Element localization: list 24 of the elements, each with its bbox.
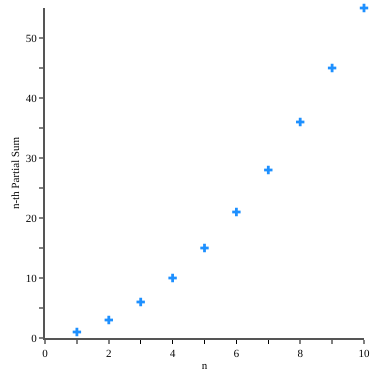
y-tick-label: 20	[26, 212, 38, 225]
point	[72, 328, 82, 336]
y-tick-label: 40	[26, 92, 38, 105]
point	[232, 208, 241, 216]
point	[136, 298, 145, 306]
y-tick-label: 50	[26, 32, 38, 45]
x-tick-label: 2	[106, 348, 112, 360]
x-tick-label: 6	[234, 348, 240, 360]
point	[328, 64, 336, 72]
point	[104, 316, 113, 324]
x-tick-label: 8	[297, 348, 304, 360]
point	[360, 4, 368, 12]
y-axis-title: n-th Partial Sum	[10, 136, 22, 210]
point	[264, 166, 272, 174]
x-tick-label: 0	[42, 348, 48, 360]
y-tick-label: 0	[31, 332, 38, 345]
x-tick-label: 4	[170, 348, 176, 360]
point	[168, 274, 177, 282]
y-tick-label: 30	[26, 152, 38, 165]
point	[296, 118, 304, 126]
x-tick-label: 10	[358, 348, 370, 360]
point	[200, 244, 209, 252]
y-tick-label: 10	[26, 272, 38, 285]
x-axis-title: n	[202, 360, 208, 372]
